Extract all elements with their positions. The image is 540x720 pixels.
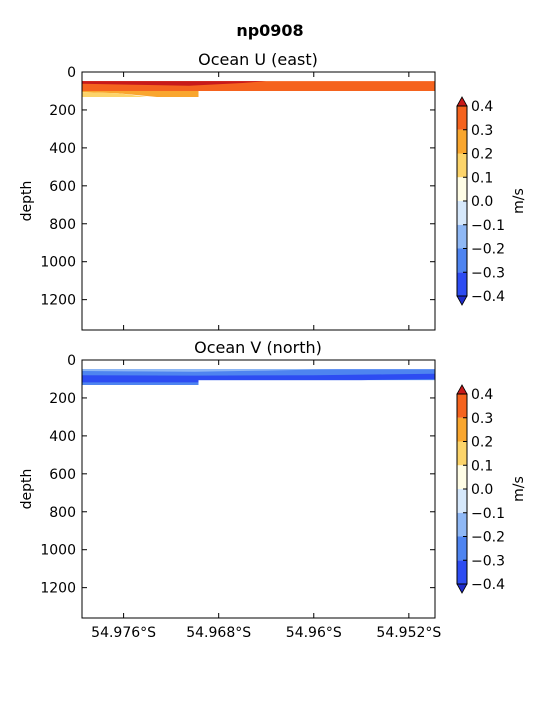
ocean-u-axes-frame: [81, 71, 436, 331]
ocean-v-colorbar-label: m/s: [511, 476, 527, 502]
ocean-v-colorbar-segment-7: [457, 394, 467, 418]
ocean-v-colorbar-tick-label-5: 0.1: [471, 458, 493, 474]
ocean-v-plot-area: 0 200 400 600 800 1000 1200 54.976°S 54.968°S 54.…: [40, 353, 441, 641]
ocean-v-contour-region-2: [82, 373, 435, 383]
ocean-u-colorbar-segment-3: [457, 201, 467, 225]
ocean-u-colorbar-tick-label-1: −0.3: [471, 265, 505, 281]
ocean-u-colorbar-tick-label-7: 0.3: [471, 123, 493, 139]
ocean-v-colorbar-tick-label-3: −0.1: [471, 506, 505, 522]
ocean-v-panel: Ocean V (north) depth 0 200 400 600 800 1000 1…: [19, 338, 527, 641]
ocean-u-contour-region-1: [82, 91, 199, 97]
ocean-v-colorbar-segment-2: [457, 512, 467, 537]
ocean-v-ytick-label-0: 0: [67, 353, 76, 369]
ocean-u-colorbar-segment-4: [457, 177, 467, 201]
ocean-u-colorbar-tick-label-0: −0.4: [471, 289, 505, 305]
ocean-v-colorbar-tick-label-8: 0.4: [471, 387, 493, 403]
ocean-v-colorbar-extend-max: [456, 384, 468, 395]
ocean-u-colorbar-segment-0: [457, 272, 467, 296]
ocean-v-xtick-label-1: 54.968°S: [186, 625, 251, 641]
ocean-v-colorbar-tick-label-2: −0.2: [471, 530, 505, 546]
ocean-u-colorbar-segment-7: [457, 106, 467, 130]
ocean-u-title: Ocean U (east): [198, 50, 318, 69]
ocean-u-colorbar-extend-min: [456, 295, 468, 306]
ocean-u-colorbar-segment-6: [457, 129, 467, 154]
ocean-v-colorbar-segment-3: [457, 489, 467, 513]
ocean-u-ylabel: depth: [19, 181, 35, 222]
ocean-v-ytick-label-2: 400: [49, 429, 76, 445]
ocean-v-axes-frame: [81, 359, 436, 619]
ocean-v-xtick-label-3: 54.952°S: [376, 625, 441, 641]
ocean-v-colorbar-segment-6: [457, 417, 467, 442]
ocean-u-colorbar: −0.4 −0.3 −0.2 −0.1 0.0 0.1 0.2 0.3 0.4: [456, 96, 505, 306]
ocean-v-ylabel: depth: [19, 469, 35, 510]
ocean-v-colorbar-tick-label-6: 0.2: [471, 435, 493, 451]
ocean-v-ytick-label-3: 600: [49, 467, 76, 483]
ocean-u-colorbar-tick-label-2: −0.2: [471, 242, 505, 258]
ocean-u-colorbar-segment-5: [457, 153, 467, 178]
ocean-v-colorbar-extend-min: [456, 583, 468, 594]
ocean-u-colorbar-tick-label-4: 0.0: [471, 194, 493, 210]
ocean-v-colorbar-segment-5: [457, 441, 467, 466]
ocean-v-colorbar-tick-label-1: −0.3: [471, 553, 505, 569]
ocean-v-title: Ocean V (north): [194, 338, 322, 357]
ocean-v-xtick-label-0: 54.976°S: [91, 625, 156, 641]
ocean-u-colorbar-tick-label-6: 0.2: [471, 147, 493, 163]
ocean-u-contour-region-2: [82, 92, 148, 97]
ocean-v-ytick-label-4: 800: [49, 505, 76, 521]
ocean-u-contour-region-4: [82, 81, 267, 86]
ocean-u-colorbar-tick-label-8: 0.4: [471, 99, 493, 115]
ocean-u-ytick-label-1: 200: [49, 103, 76, 119]
ocean-v-colorbar-tick-label-4: 0.0: [471, 482, 493, 498]
ocean-u-ytick-label-4: 800: [49, 217, 76, 233]
ocean-u-colorbar-segment-1: [457, 248, 467, 273]
ocean-u-ytick-label-6: 1200: [40, 293, 76, 309]
ocean-v-colorbar-segment-1: [457, 536, 467, 561]
ocean-u-colorbar-segment-2: [457, 224, 467, 249]
ocean-v-colorbar: −0.4 −0.3 −0.2 −0.1 0.0 0.1 0.2 0.3 0.4: [456, 384, 505, 594]
ocean-u-ytick-label-3: 600: [49, 179, 76, 195]
ocean-u-colorbar-tick-label-5: 0.1: [471, 170, 493, 186]
ocean-u-panel: Ocean U (east) depth 0 200 400 600 800 1000 12…: [19, 50, 527, 331]
ocean-u-ytick-label-2: 400: [49, 141, 76, 157]
ocean-u-plot-area: 0 200 400 600 800 1000 1200: [40, 65, 436, 331]
ocean-v-colorbar-segment-0: [457, 560, 467, 584]
ocean-u-contour-regions: [82, 81, 435, 97]
ocean-v-colorbar-tick-label-7: 0.3: [471, 411, 493, 427]
ocean-u-colorbar-extend-max: [456, 96, 468, 107]
ocean-u-contour-region-3: [198, 89, 255, 91]
figure-title: np0908: [236, 21, 303, 40]
ocean-v-colorbar-tick-label-0: −0.4: [471, 577, 505, 593]
ocean-u-colorbar-tick-label-3: −0.1: [471, 218, 505, 234]
ocean-u-ytick-label-0: 0: [67, 65, 76, 81]
ocean-v-contour-region-1: [82, 369, 338, 372]
ocean-u-colorbar-label: m/s: [511, 188, 527, 214]
ocean-v-colorbar-segment-4: [457, 465, 467, 489]
ocean-v-ytick-label-1: 200: [49, 391, 76, 407]
ocean-v-ytick-label-6: 1200: [40, 581, 76, 597]
ocean-v-contour-regions: [82, 369, 435, 385]
ocean-v-xtick-label-2: 54.96°S: [286, 625, 342, 641]
ocean-u-ytick-label-5: 1000: [40, 255, 76, 271]
ocean-v-ytick-label-5: 1000: [40, 543, 76, 559]
